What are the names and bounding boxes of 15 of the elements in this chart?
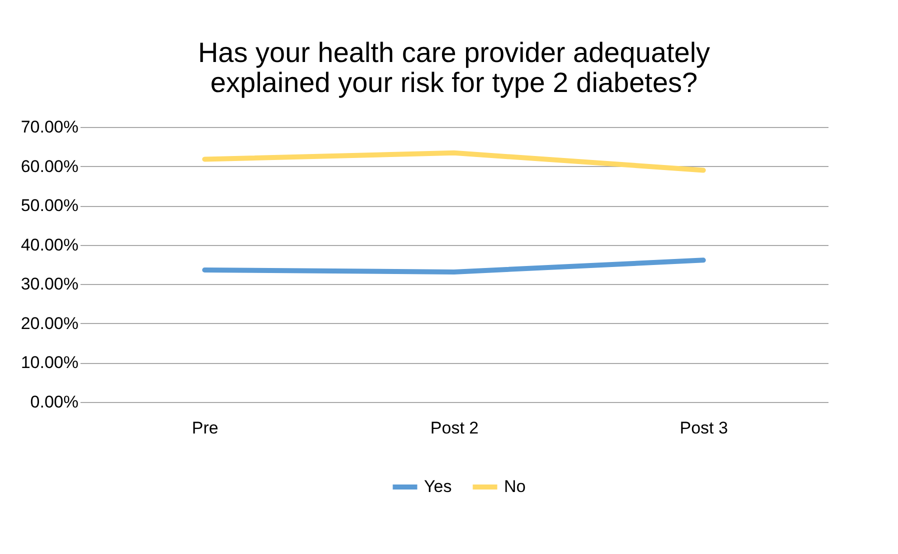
legend-label: No <box>504 477 526 496</box>
text: explained your risk for type 2 diabetes? <box>210 67 698 98</box>
y-tick-label: 30.00% <box>20 274 78 294</box>
y-tick-label: 50.00% <box>20 196 78 216</box>
x-tick-label: Pre <box>192 418 218 438</box>
legend-label: Yes <box>424 477 452 496</box>
y-tick-label: 20.00% <box>20 314 78 333</box>
x-tick-label: Post 3 <box>680 418 728 438</box>
y-tick-label: 60.00% <box>20 156 78 176</box>
y-tick-label: 10.00% <box>20 353 78 372</box>
text: Has your health care provider adequately <box>198 37 710 68</box>
y-tick-label: 70.00% <box>20 118 78 136</box>
x-tick-label: Post 2 <box>430 418 479 438</box>
y-tick-label: 0.00% <box>30 392 78 412</box>
y-tick-label: 40.00% <box>20 235 78 254</box>
